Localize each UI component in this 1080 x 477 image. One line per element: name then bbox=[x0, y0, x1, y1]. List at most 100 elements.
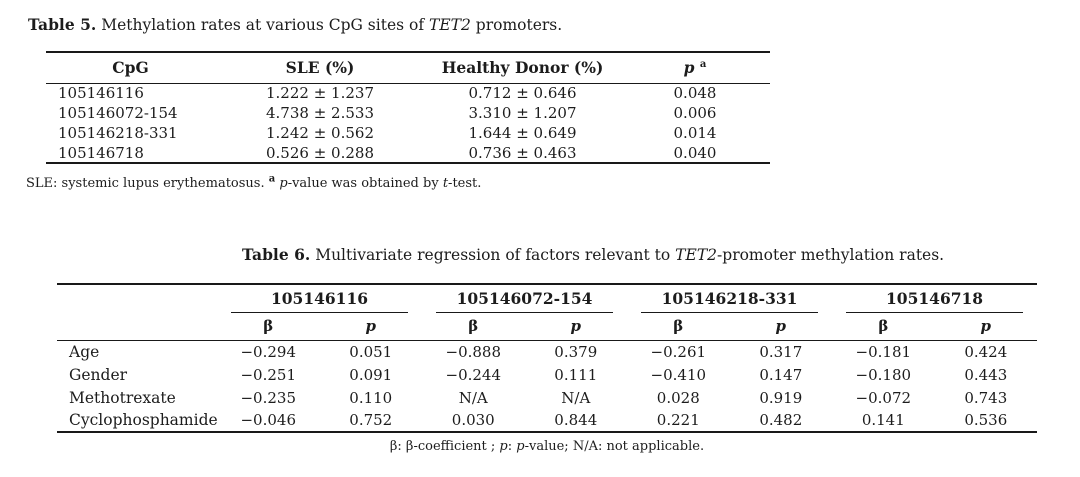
table6-group-site-1: 105146116 bbox=[231, 285, 409, 313]
table6-cell: 0.919 bbox=[759, 388, 803, 407]
table6-cell: 0.536 bbox=[964, 411, 1008, 429]
table5-cell-p: 0.014 bbox=[673, 124, 717, 142]
table6-footnote: β: β-coefficient ; p: p-value; N/A: not … bbox=[389, 439, 705, 454]
table5-footnote: SLE: systemic lupus erythematosus. a p-v… bbox=[26, 173, 482, 191]
table5-cell-healthy-donor: 0.712 ± 0.646 bbox=[468, 84, 577, 103]
table5-header-cpg: CpG bbox=[46, 52, 215, 84]
table6-subheader-p: p bbox=[729, 313, 833, 341]
table6-subheader-beta: β bbox=[217, 313, 320, 341]
table6-cell: 0.030 bbox=[451, 411, 495, 429]
table6-caption-text: Multivariate regression of factors relev… bbox=[310, 246, 676, 264]
table6-cell: −0.294 bbox=[240, 342, 296, 361]
table6-cell: −0.180 bbox=[855, 365, 912, 384]
table6-subheader-empty bbox=[57, 313, 217, 341]
table5-caption: Table 5. Methylation rates at various Cp… bbox=[28, 15, 562, 34]
table6-subheader-p: p bbox=[524, 313, 628, 341]
table5-header-row: CpG SLE (%) Healthy Donor (%) p a bbox=[46, 52, 770, 84]
table5-footnote-p: p bbox=[279, 176, 288, 191]
table6-cell: 0.379 bbox=[554, 342, 598, 361]
table5-caption-label: Table 5. bbox=[28, 15, 97, 34]
table-row: 105146718 0.526 ± 0.288 0.736 ± 0.463 0.… bbox=[46, 143, 770, 163]
table6-group-site-2: 105146072-154 bbox=[436, 285, 614, 313]
table5-cell-cpg: 105146218-331 bbox=[58, 124, 178, 142]
table6-footnote-p-value: p bbox=[516, 439, 525, 454]
table6-cell: −0.888 bbox=[445, 342, 502, 361]
table6-cell: 0.443 bbox=[964, 365, 1008, 384]
table6-cell: 0.424 bbox=[964, 342, 1008, 361]
table6-cell: −0.410 bbox=[650, 365, 707, 384]
table6-caption: Table 6. Multivariate regression of fact… bbox=[242, 245, 944, 264]
table5-cell-cpg: 105146072-154 bbox=[58, 104, 178, 122]
table6-subheader-beta: β bbox=[627, 313, 730, 341]
table6-subheader-p: p bbox=[934, 313, 1038, 341]
table6-caption-label: Table 6. bbox=[242, 245, 311, 264]
table5-cell-p: 0.040 bbox=[673, 143, 717, 162]
table6-cell: −0.261 bbox=[650, 342, 707, 361]
table6-cell: −0.072 bbox=[855, 388, 912, 407]
table6-cell: 0.482 bbox=[759, 411, 803, 429]
table6-cell: 0.743 bbox=[964, 388, 1008, 407]
table6-group-header-row: 105146116 105146072-154 105146218-331 10… bbox=[57, 284, 1037, 313]
table6-cell: 0.844 bbox=[554, 411, 598, 429]
table6-group-header: 105146218-331 bbox=[627, 284, 832, 313]
table5-cell-sle: 4.738 ± 2.533 bbox=[266, 104, 374, 122]
table6-group-site-3: 105146218-331 bbox=[641, 285, 819, 313]
table6-cell: 0.752 bbox=[349, 411, 393, 429]
table6-cell: 0.221 bbox=[656, 411, 700, 429]
table6-cell: −0.046 bbox=[240, 411, 296, 429]
table6-subheader-beta: β bbox=[832, 313, 935, 341]
table6-cell: N/A bbox=[561, 388, 591, 407]
table6-group-header: 105146718 bbox=[832, 284, 1037, 313]
table6-cell: N/A bbox=[458, 388, 488, 407]
table5-header-sle: SLE (%) bbox=[215, 52, 425, 84]
table5-cell-p: 0.006 bbox=[673, 104, 717, 122]
table6-subheader-row: β p β p β p β p bbox=[57, 313, 1038, 341]
table6-cell: −0.181 bbox=[855, 342, 912, 361]
table6-cell: 0.028 bbox=[656, 388, 700, 407]
table5-header-p: p a bbox=[620, 52, 770, 84]
table5-cell-sle: 1.242 ± 0.562 bbox=[266, 124, 374, 142]
table6-row-label: Methotrexate bbox=[69, 388, 176, 407]
table5-footnote-text: SLE: systemic lupus erythematosus. bbox=[26, 176, 269, 191]
table5-caption-gene: TET2 bbox=[429, 16, 471, 34]
table6: 105146116 105146072-154 105146218-331 10… bbox=[57, 283, 1038, 433]
table5-header-p-symbol: p bbox=[683, 58, 695, 78]
table5-footnote-t: t bbox=[442, 176, 449, 191]
table-row: 105146116 1.222 ± 1.237 0.712 ± 0.646 0.… bbox=[46, 83, 770, 103]
table5-cell-cpg: 105146116 bbox=[58, 84, 144, 103]
table6-cell: 0.051 bbox=[349, 342, 393, 361]
table6-cell: 0.110 bbox=[349, 388, 393, 407]
table6-group-header-empty bbox=[57, 284, 217, 313]
table5: CpG SLE (%) Healthy Donor (%) p a 105146… bbox=[46, 51, 770, 164]
table6-row-label: Age bbox=[69, 342, 100, 361]
table6-footnote-text: β: β-coefficient ; bbox=[389, 439, 500, 454]
table6-cell: 0.111 bbox=[554, 365, 598, 384]
table5-cell-healthy-donor: 0.736 ± 0.463 bbox=[468, 143, 577, 162]
table-row: Methotrexate −0.235 0.110 N/A N/A 0.028 … bbox=[57, 386, 1037, 409]
table6-cell: 0.091 bbox=[349, 365, 393, 384]
table5-caption-text-end: promoters. bbox=[470, 16, 563, 34]
table6-cell: −0.235 bbox=[240, 388, 296, 407]
table-row: 105146218-331 1.242 ± 0.562 1.644 ± 0.64… bbox=[46, 123, 770, 143]
table5-cell-cpg: 105146718 bbox=[58, 143, 144, 162]
table6-cell: −0.244 bbox=[445, 365, 502, 384]
table5-header-healthy-donor: Healthy Donor (%) bbox=[425, 52, 620, 84]
table5-cell-p: 0.048 bbox=[673, 84, 717, 103]
table6-group-site-4: 105146718 bbox=[846, 285, 1024, 313]
table6-caption-text-end: -promoter methylation rates. bbox=[717, 246, 945, 264]
table-row: Cyclophosphamide −0.046 0.752 0.030 0.84… bbox=[57, 409, 1037, 432]
table6-subheader-p: p bbox=[319, 313, 423, 341]
table6-cell: 0.141 bbox=[861, 411, 905, 429]
table-row: Gender −0.251 0.091 −0.244 0.111 −0.410 … bbox=[57, 363, 1037, 386]
table6-cell: 0.317 bbox=[759, 342, 803, 361]
table5-footnote-superscript: a bbox=[268, 173, 276, 185]
table6-row-label: Gender bbox=[69, 365, 128, 384]
table6-footnote-p: p bbox=[499, 439, 508, 454]
table6-subheader-beta: β bbox=[422, 313, 525, 341]
table-row: Age −0.294 0.051 −0.888 0.379 −0.261 0.3… bbox=[57, 340, 1037, 363]
table6-group-header: 105146116 bbox=[217, 284, 422, 313]
table6-cell: −0.251 bbox=[240, 365, 296, 384]
table5-cell-sle: 1.222 ± 1.237 bbox=[266, 84, 374, 103]
table6-row-label: Cyclophosphamide bbox=[69, 411, 218, 429]
table6-group-header: 105146072-154 bbox=[422, 284, 627, 313]
